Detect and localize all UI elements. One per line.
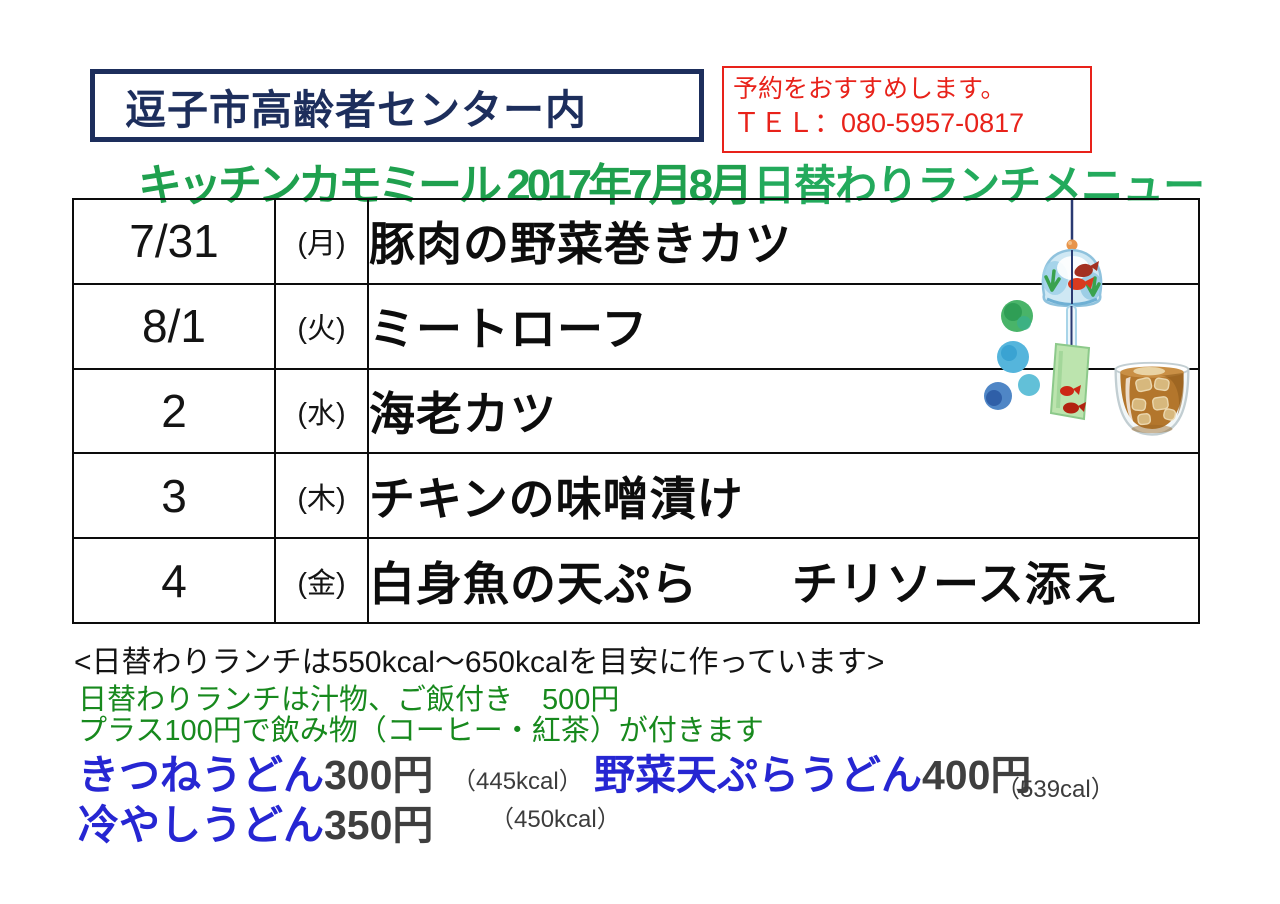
udon-item-yasai-tempura: 野菜天ぷらうどん400円 [594, 741, 1031, 801]
udon-kcal: （539cal） [996, 776, 1115, 803]
date-cell: 4 [72, 537, 276, 624]
reservation-note-text: 予約をおすすめします。 [733, 75, 1006, 103]
location-box: 逗子市高齢者センター内 [90, 69, 704, 142]
menu-row: 4 (金) 白身魚の天ぷら チリソース添え [72, 537, 1200, 624]
reservation-box: 予約をおすすめします。 ＴＥＬ：080-5957-0817 [722, 66, 1092, 153]
location-text: 逗子市高齢者センター内 [125, 86, 587, 133]
day-cell: (火) [274, 282, 369, 370]
date-cell: 8/1 [72, 282, 276, 370]
udon-name: 野菜天ぷらうどん [594, 752, 922, 798]
menu-row: 3 (木) チキンの味噌漬け [72, 452, 1200, 540]
date-cell: 3 [72, 452, 276, 540]
goldfish-wind-chime-icon [984, 200, 1103, 421]
dish-cell: チキンの味噌漬け [367, 452, 1200, 540]
udon-name: 冷やしうどん [78, 802, 324, 848]
iced-coffee-glass-icon [1114, 361, 1190, 436]
dish-cell: 白身魚の天ぷら チリソース添え [367, 537, 1200, 624]
udon-name: きつねうどん [78, 752, 324, 798]
udon-price: 400円 [922, 752, 1032, 798]
date-cell: 2 [72, 367, 276, 455]
udon-price: 350円 [324, 802, 434, 848]
drink-offer-note: プラス100円で飲み物（コーヒー・紅茶）が付きます [78, 715, 764, 747]
udon-kcal: （445kcal） [452, 768, 583, 795]
day-cell: (月) [274, 198, 369, 285]
lunch-includes-note: 日替わりランチは汁物、ご飯付き 500円 [78, 684, 620, 716]
kcal-guideline-note: <日替わりランチは550kcal～650kcalを目安に作っています> [74, 646, 885, 679]
udon-kcal: （450kcal） [490, 806, 621, 833]
day-cell: (水) [274, 367, 369, 455]
date-cell: 7/31 [72, 198, 276, 285]
udon-item-kitsune: きつねうどん300円 [78, 741, 433, 801]
day-cell: (木) [274, 452, 369, 540]
udon-item-hiyashi: 冷やしうどん350円 [78, 791, 433, 851]
day-cell: (金) [274, 537, 369, 624]
reservation-phone-number: ＴＥＬ：080-5957-0817 [733, 108, 1025, 138]
udon-price: 300円 [324, 752, 434, 798]
